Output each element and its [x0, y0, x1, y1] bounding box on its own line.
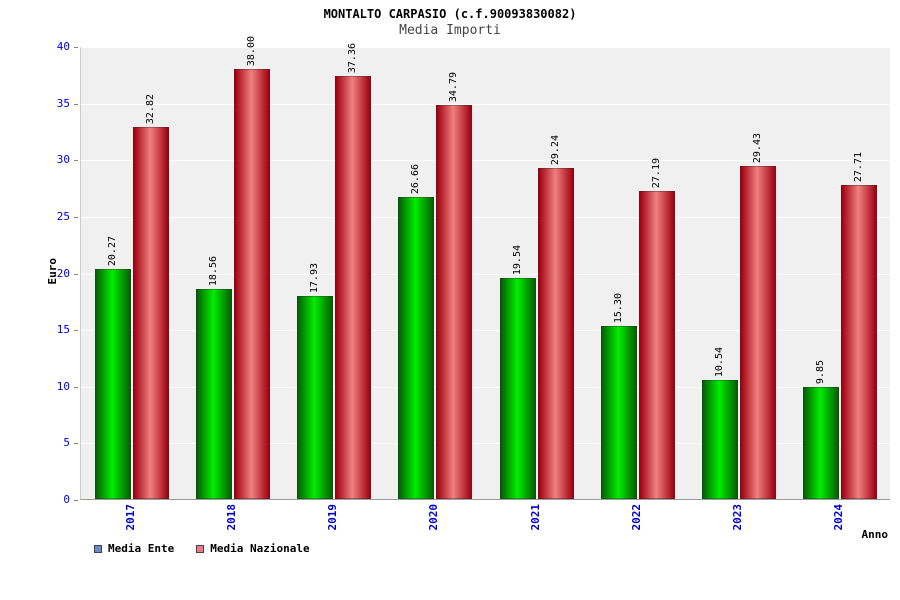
x-tick-label-2021: 2021 [528, 504, 542, 531]
legend-swatch [94, 544, 102, 553]
y-tick-label: 40 [56, 40, 70, 53]
bar-media-ente-2024 [803, 387, 840, 499]
y-tick-mark [74, 273, 78, 275]
gridline [81, 160, 890, 162]
gridline [81, 443, 890, 445]
bar-media-nazionale-2017 [132, 127, 169, 499]
bar-value-label: 37.36 [347, 42, 359, 73]
bar-media-nazionale-2020 [436, 105, 473, 499]
y-tick-label: 15 [56, 323, 70, 337]
legend-swatch [196, 544, 205, 553]
bar-media-ente-2017 [94, 269, 131, 499]
gridline [81, 103, 890, 105]
y-tick-label: 20 [56, 266, 70, 280]
gridline [81, 47, 890, 48]
y-tick-mark [74, 386, 78, 388]
bar-value-label: 9.85 [815, 360, 827, 385]
bar-value-label: 27.71 [853, 152, 865, 183]
bar-media-nazionale-2024 [841, 185, 878, 499]
y-tick-label: 5 [63, 436, 70, 450]
bar-value-label: 26.66 [410, 163, 422, 195]
y-tick-mark [74, 443, 78, 445]
gridline [81, 330, 890, 332]
gridline [81, 386, 890, 388]
gridline [81, 216, 890, 218]
legend-label: Media Ente [108, 542, 175, 555]
bar-value-label: 32.82 [144, 94, 156, 125]
legend-item-media-ente: Media Ente [94, 542, 174, 555]
x-tick-label-2019: 2019 [326, 504, 340, 531]
bar-value-label: 10.54 [714, 346, 726, 377]
bar-media-ente-2018 [195, 288, 232, 499]
y-tick-label: 30 [56, 153, 70, 167]
legend-item-media-nazionale: Media Nazionale [196, 542, 310, 555]
x-tick-label-2018: 2018 [224, 504, 238, 531]
bar-media-nazionale-2018 [233, 68, 270, 499]
y-tick-mark [74, 330, 78, 332]
legend-label: Media Nazionale [210, 542, 310, 555]
bar-media-nazionale-2019 [335, 75, 372, 499]
legend: Media Ente Media Nazionale [94, 542, 310, 555]
bar-value-label: 15.30 [612, 292, 624, 323]
y-tick-mark [74, 500, 78, 501]
bar-media-ente-2021 [499, 277, 536, 499]
y-tick-label: 10 [56, 379, 70, 393]
bar-value-label: 20.27 [106, 236, 118, 267]
x-tick-label-2024: 2024 [832, 504, 846, 531]
bar-value-label: 29.24 [549, 134, 561, 165]
y-tick-label: 35 [56, 96, 70, 110]
bar-value-label: 38.00 [245, 35, 257, 66]
y-tick-label: 0 [63, 493, 70, 506]
bar-media-ente-2019 [297, 295, 334, 499]
bar-value-label: 29.43 [752, 132, 764, 163]
bar-value-label: 27.19 [650, 157, 662, 189]
x-tick-label-2023: 2023 [731, 504, 745, 531]
bar-media-ente-2023 [702, 379, 739, 499]
y-tick-mark [74, 160, 78, 162]
x-tick-label-2017: 2017 [123, 504, 137, 531]
chart-title: MONTALTO CARPASIO (c.f.90093830082) [323, 7, 577, 21]
x-axis-label: Anno [861, 528, 889, 541]
bar-media-nazionale-2022 [638, 191, 675, 499]
bar-media-ente-2020 [398, 197, 435, 499]
y-tick-mark [74, 103, 78, 105]
y-tick-label: 25 [56, 209, 70, 223]
chart-subtitle: Media Importi [399, 23, 501, 38]
y-tick-mark [74, 216, 78, 218]
bar-value-label: 18.56 [207, 255, 219, 286]
bar-media-nazionale-2023 [740, 165, 777, 499]
y-axis: 0 5 10 15 20 25 30 35 40 [0, 40, 80, 506]
bar-value-label: 34.79 [448, 71, 460, 103]
y-tick-mark [74, 47, 78, 48]
bar-media-ente-2022 [600, 325, 637, 499]
x-tick-label-2022: 2022 [629, 504, 643, 531]
bar-value-label: 17.93 [309, 262, 321, 293]
gridline [81, 273, 890, 275]
bar-value-label: 19.54 [511, 244, 523, 275]
x-tick-label-2020: 2020 [427, 504, 441, 531]
bar-media-nazionale-2021 [537, 167, 574, 499]
plot-area: 20.27 32.82 18.56 38.00 17.93 37.36 26.66 34.79… [80, 36, 890, 500]
